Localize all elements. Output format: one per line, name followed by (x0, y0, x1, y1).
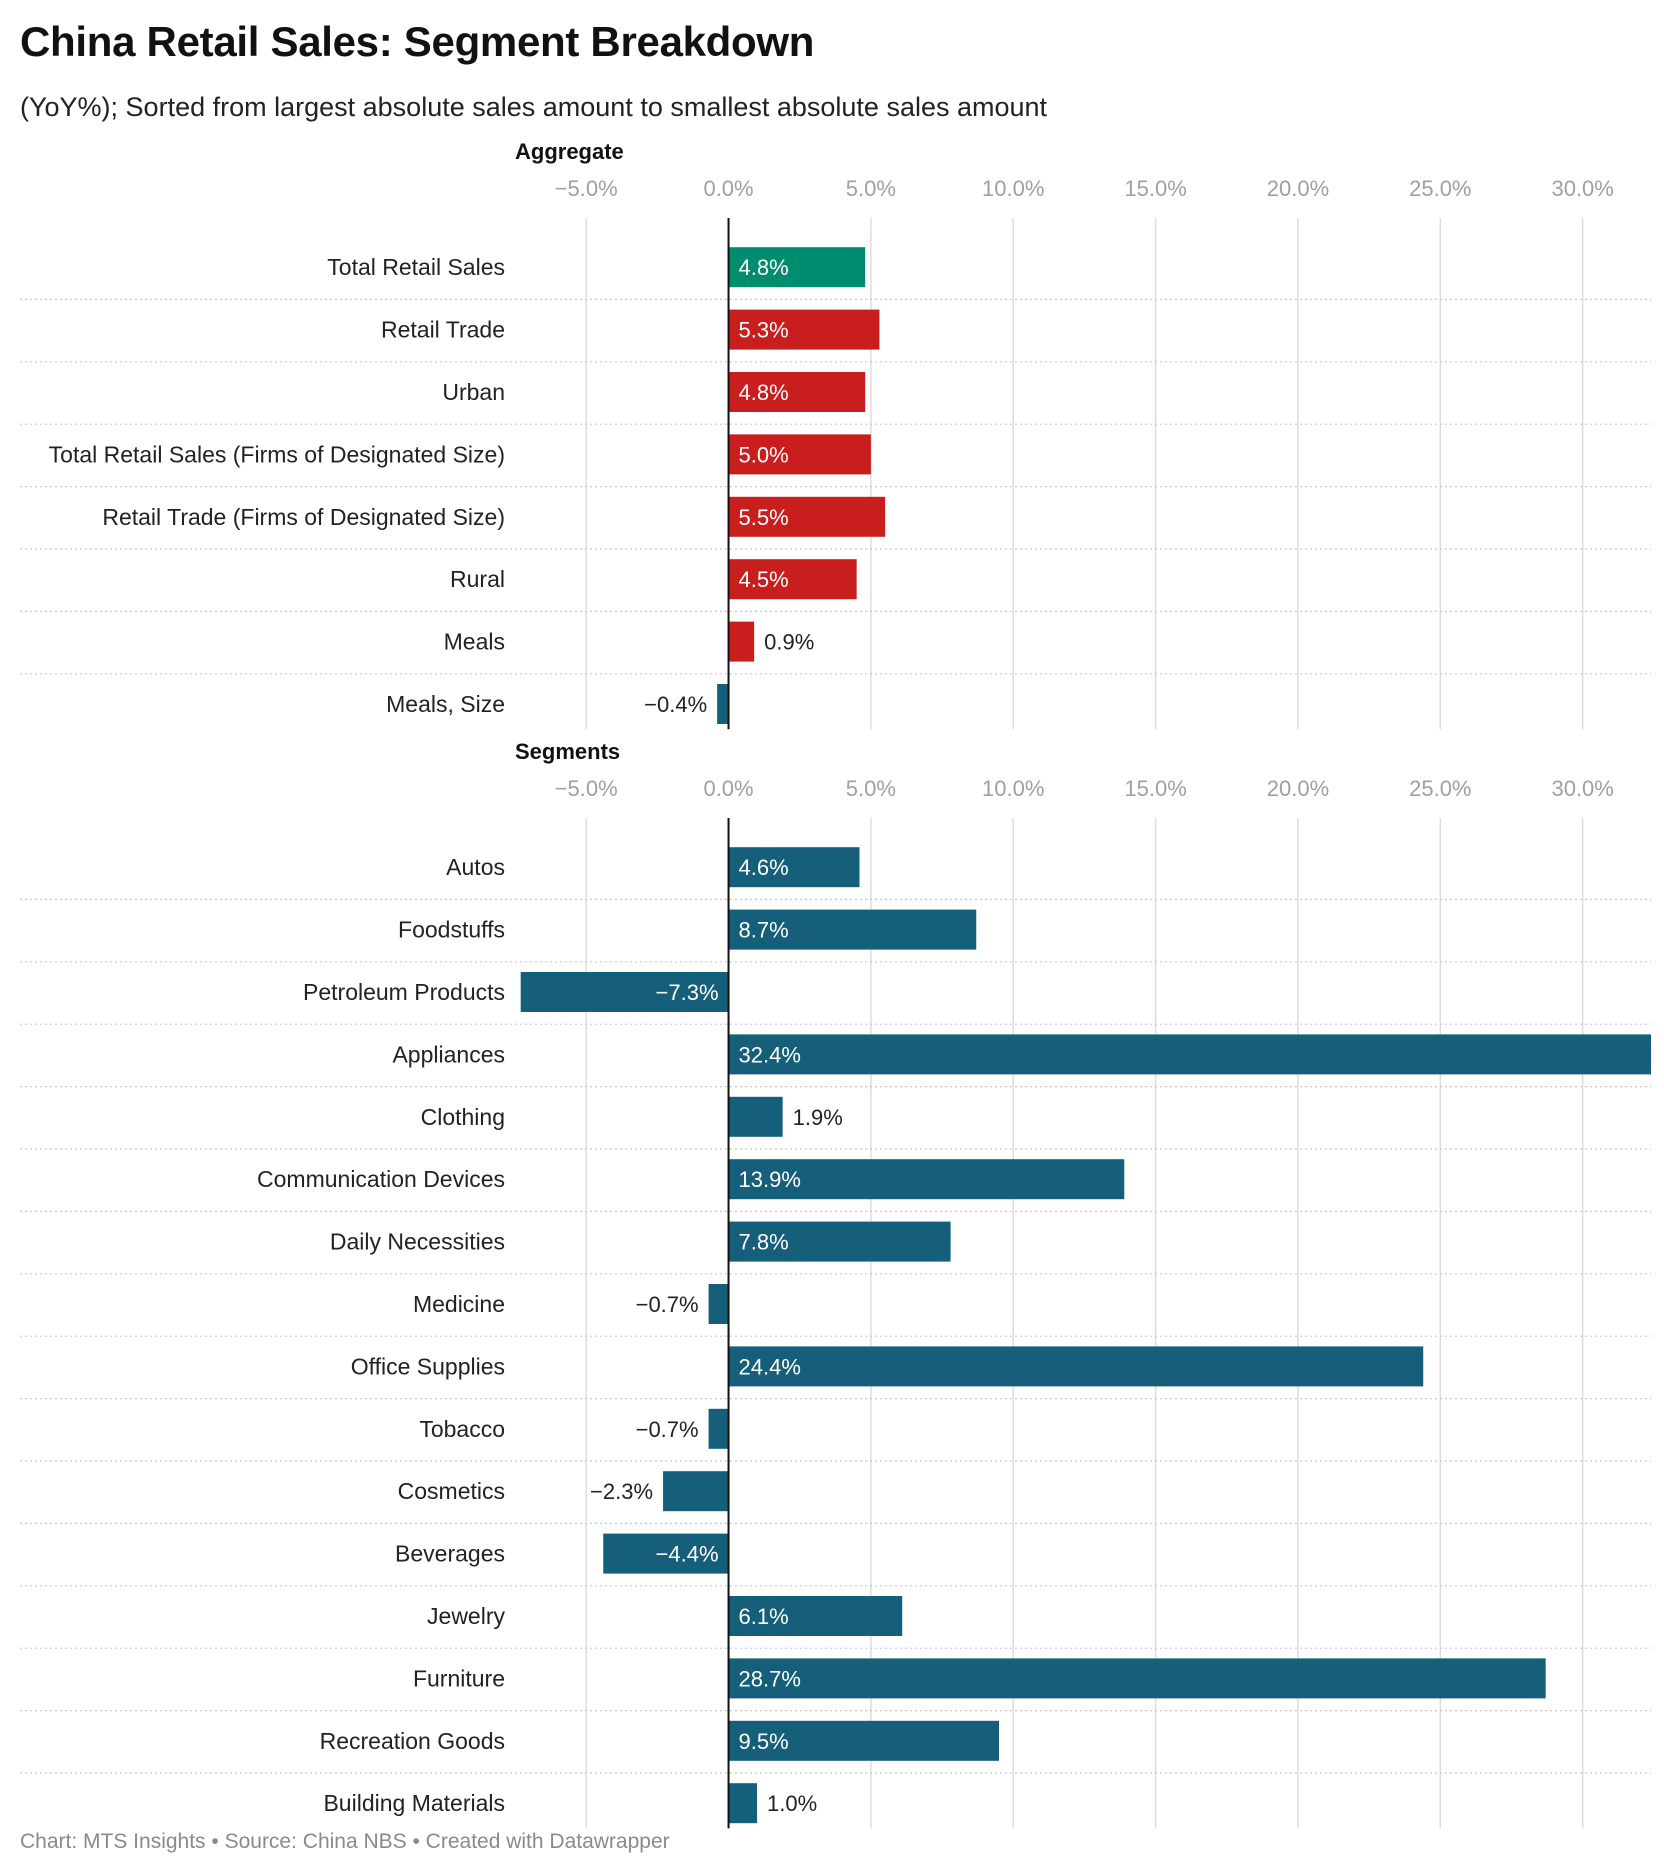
category-label: Total Retail Sales (327, 254, 505, 280)
category-label: Rural (450, 566, 505, 592)
tick-label: −5.0% (555, 776, 618, 801)
bar[interactable] (728, 1596, 903, 1636)
category-label: Urban (442, 379, 505, 405)
bar[interactable] (708, 1408, 729, 1449)
category-label: Cosmetics (398, 1478, 505, 1504)
chart-title: China Retail Sales: Segment Breakdown (20, 18, 815, 65)
value-label: 9.5% (739, 1729, 789, 1754)
bar[interactable] (728, 309, 880, 350)
bar[interactable] (520, 972, 729, 1012)
value-label: −7.3% (656, 980, 719, 1005)
chart-footer: Chart: MTS Insights • Source: China NBS … (20, 1830, 670, 1853)
category-label: Furniture (413, 1665, 505, 1691)
tick-label: 5.0% (846, 176, 896, 201)
category-label: Meals, Size (386, 691, 505, 717)
category-label: Office Supplies (351, 1353, 505, 1379)
bar[interactable] (728, 1346, 1424, 1387)
chart-subtitle: (YoY%); Sorted from largest absolute sal… (20, 92, 1048, 122)
value-label: −2.3% (590, 1479, 653, 1504)
tick-label: 10.0% (982, 176, 1044, 201)
tick-label: 15.0% (1124, 776, 1186, 801)
tick-label: 30.0% (1551, 176, 1613, 201)
tick-label: 30.0% (1551, 776, 1613, 801)
tick-label: 15.0% (1124, 176, 1186, 201)
category-label: Clothing (421, 1104, 505, 1130)
category-label: Meals (444, 629, 505, 655)
value-label: 32.4% (739, 1042, 801, 1067)
category-label: Communication Devices (257, 1166, 505, 1192)
value-label: 1.0% (767, 1791, 817, 1816)
bar[interactable] (728, 559, 857, 600)
bar[interactable] (728, 621, 755, 662)
value-label: −0.7% (636, 1292, 699, 1317)
value-label: 5.3% (739, 318, 789, 343)
bar[interactable] (663, 1471, 729, 1512)
value-label: 1.9% (793, 1105, 843, 1130)
bar[interactable] (728, 1096, 783, 1137)
tick-label: 5.0% (846, 776, 896, 801)
value-label: 8.7% (739, 918, 789, 943)
tick-label: 20.0% (1267, 176, 1329, 201)
value-label: −0.4% (644, 692, 707, 717)
category-label: Foodstuffs (398, 917, 505, 943)
value-label: 0.9% (764, 630, 814, 655)
tick-label: 0.0% (703, 176, 753, 201)
category-label: Petroleum Products (303, 979, 505, 1005)
category-label: Beverages (395, 1541, 505, 1567)
category-label: Retail Trade (Firms of Designated Size) (102, 504, 505, 530)
category-label: Appliances (392, 1041, 505, 1067)
bar[interactable] (717, 684, 729, 724)
value-label: 24.4% (739, 1354, 801, 1379)
bar[interactable] (708, 1284, 729, 1324)
bar[interactable] (728, 372, 866, 412)
value-label: 4.5% (739, 567, 789, 592)
bar[interactable] (728, 1159, 1125, 1200)
bar[interactable] (728, 847, 860, 888)
tick-label: 10.0% (982, 776, 1044, 801)
category-label: Jewelry (427, 1603, 505, 1629)
value-label: 28.7% (739, 1666, 801, 1691)
bar[interactable] (728, 1720, 1000, 1761)
tick-label: 25.0% (1409, 176, 1471, 201)
bar[interactable] (728, 247, 866, 288)
bar[interactable] (728, 496, 886, 537)
tick-label: 25.0% (1409, 776, 1471, 801)
bar[interactable] (603, 1533, 729, 1574)
tick-label: 0.0% (703, 776, 753, 801)
bar[interactable] (728, 1034, 1651, 1075)
category-label: Total Retail Sales (Firms of Designated … (49, 441, 505, 467)
bar[interactable] (728, 909, 977, 950)
value-label: 7.8% (739, 1230, 789, 1255)
bar[interactable] (728, 1783, 758, 1824)
category-label: Retail Trade (381, 317, 505, 343)
panel-title-segments: Segments (515, 739, 620, 764)
value-label: 13.9% (739, 1167, 801, 1192)
tick-label: −5.0% (555, 176, 618, 201)
value-label: 5.5% (739, 505, 789, 530)
category-label: Tobacco (419, 1416, 505, 1442)
value-label: 4.8% (739, 255, 789, 280)
value-label: 4.8% (739, 380, 789, 405)
category-label: Recreation Goods (320, 1728, 505, 1754)
panel-title-aggregate: Aggregate (515, 139, 624, 164)
tick-label: 20.0% (1267, 776, 1329, 801)
value-label: 5.0% (739, 442, 789, 467)
category-label: Building Materials (323, 1790, 505, 1816)
bar[interactable] (728, 1658, 1546, 1699)
value-label: 6.1% (739, 1604, 789, 1629)
value-label: 4.6% (739, 855, 789, 880)
category-label: Daily Necessities (330, 1229, 505, 1255)
bar[interactable] (728, 434, 871, 475)
value-label: −4.4% (656, 1542, 719, 1567)
bar[interactable] (728, 1221, 951, 1262)
category-label: Medicine (413, 1291, 505, 1317)
category-label: Autos (446, 854, 505, 880)
value-label: −0.7% (636, 1417, 699, 1442)
